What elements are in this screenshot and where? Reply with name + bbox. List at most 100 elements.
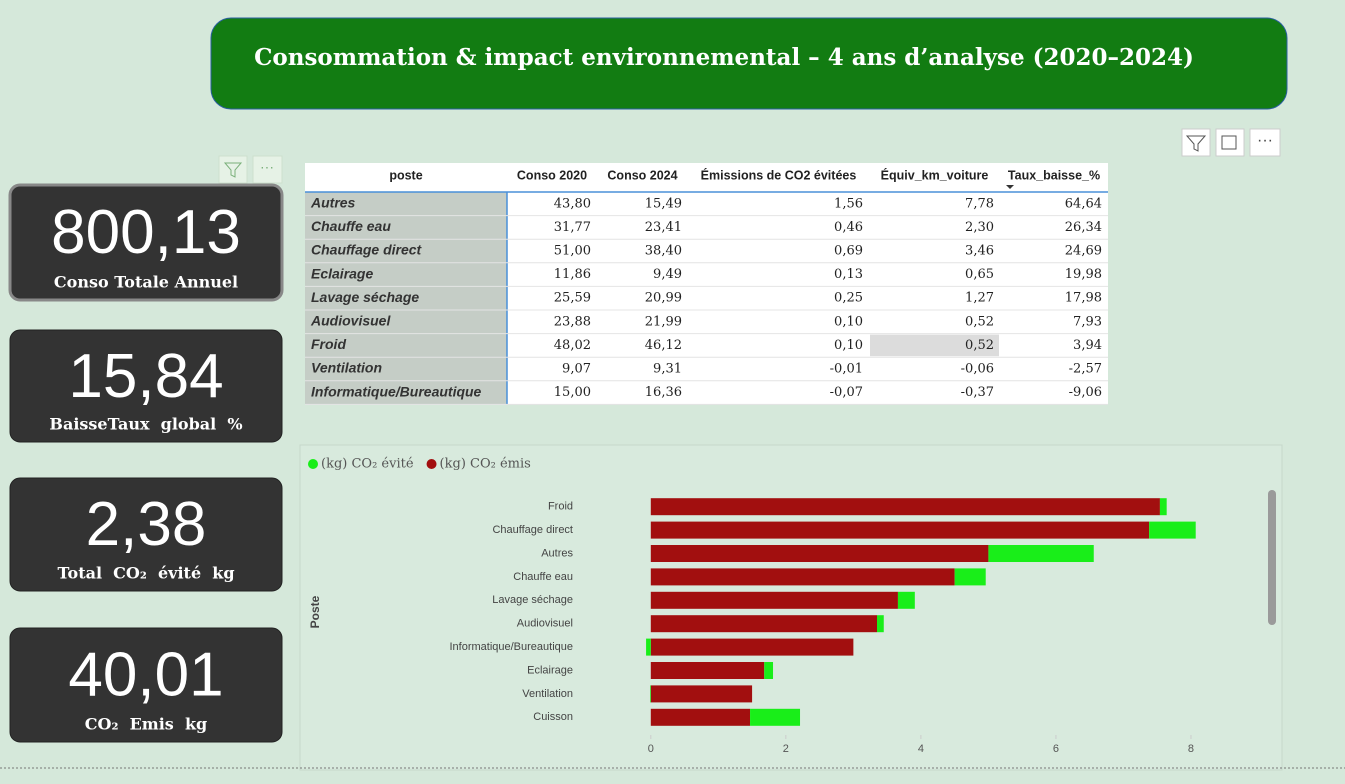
table-cell: 2,30: [965, 220, 994, 235]
header-banner: [210, 17, 1288, 110]
table-cell: 26,34: [1065, 220, 1102, 235]
selected-cell: [870, 334, 999, 357]
table-cell: 0,52: [965, 338, 994, 353]
table-cell: 51,00: [554, 244, 591, 259]
focus-icon: [1221, 135, 1237, 150]
table-cell: 9,07: [562, 362, 591, 377]
kpi-value: 800,13: [51, 198, 241, 267]
y-tick-label: Chauffe eau: [513, 571, 573, 583]
poste-column-bg: [305, 192, 507, 405]
kpi-card: [9, 627, 283, 743]
table-cell: 19,98: [1065, 267, 1102, 282]
kpi-more-icon: ···: [260, 159, 274, 175]
table-cell: 0,13: [834, 267, 863, 282]
y-tick-label: Chauffage direct: [492, 524, 573, 536]
table-cell: 9,31: [653, 362, 682, 377]
table-cell: -9,06: [1069, 385, 1102, 400]
sort-arrow: [1006, 185, 1014, 189]
legend-marker: [308, 459, 318, 469]
table-cell: Chauffe eau: [311, 218, 391, 234]
table-cell: Froid: [311, 336, 346, 352]
table-cell: 20,99: [645, 291, 682, 306]
table-cell: 11,86: [554, 267, 591, 282]
table-cell: 23,41: [645, 220, 682, 235]
x-tick-label: 8: [1188, 743, 1194, 755]
bar: [1149, 521, 1196, 539]
bar: [988, 545, 1094, 562]
bar: [650, 545, 989, 562]
scrollbar[interactable]: [1268, 490, 1276, 625]
table-header: Émissions de CO2 évitées: [701, 167, 857, 182]
table-cell: 3,46: [965, 244, 994, 259]
y-tick-label: Audiovisuel: [517, 618, 573, 630]
table-cell: Informatique/Bureautique: [311, 383, 482, 399]
bar: [650, 568, 955, 586]
table-cell: 24,69: [1065, 244, 1102, 259]
filter-button[interactable]: [1181, 128, 1211, 157]
y-tick-label: Lavage séchage: [492, 594, 573, 606]
table-cell: -0,01: [830, 362, 863, 377]
table-cell: Ventilation: [311, 360, 382, 376]
table-cell: 17,98: [1065, 291, 1102, 306]
kpi-card: [9, 329, 283, 443]
filter-icon: [1185, 135, 1207, 152]
header-title: Consommation & impact environnemental – …: [254, 44, 1194, 71]
table-cell: 7,78: [965, 196, 994, 211]
y-tick-label: Cuisson: [533, 711, 573, 723]
bar: [646, 638, 651, 656]
table-cell: 0,46: [834, 220, 863, 235]
table-cell: -2,57: [1069, 362, 1102, 377]
table-cell: 25,59: [554, 291, 591, 306]
table-header: poste: [389, 168, 422, 182]
y-tick-label: Eclairage: [527, 664, 573, 676]
table-cell: 48,02: [554, 338, 591, 353]
table-cell: -0,06: [961, 362, 994, 377]
table-cell: 0,65: [965, 267, 994, 282]
bar: [650, 685, 753, 703]
y-tick-label: Ventilation: [522, 688, 573, 700]
focus-button[interactable]: [1215, 128, 1245, 157]
table-header: Équiv_km_voiture: [881, 167, 989, 182]
bar: [764, 662, 774, 679]
kpi-filter-button[interactable]: [218, 155, 248, 184]
bar: [650, 662, 765, 679]
bar: [650, 708, 751, 726]
bar: [650, 521, 1150, 539]
table-cell: 7,93: [1073, 314, 1102, 329]
x-tick-label: 2: [783, 743, 789, 755]
kpi-value: 15,84: [68, 342, 223, 411]
table-cell: 46,12: [645, 338, 682, 353]
table-cell: 0,69: [834, 244, 863, 259]
table-cell: 0,25: [834, 291, 863, 306]
x-tick-label: 0: [648, 743, 654, 755]
table-cell: Audiovisuel: [310, 313, 391, 329]
table-cell: 0,10: [834, 314, 863, 329]
kpi-more-button[interactable]: [252, 155, 283, 184]
bar: [650, 498, 1160, 516]
bar: [954, 568, 986, 586]
bar: [650, 615, 878, 633]
kpi-label: Total CO₂ évité kg: [57, 564, 234, 583]
table-cell: 9,49: [653, 267, 682, 282]
kpi-label: CO₂ Emis kg: [85, 714, 207, 733]
bar: [650, 638, 854, 656]
kpi-label: Conso Totale Annuel: [54, 272, 238, 291]
table-cell: Eclairage: [311, 265, 373, 281]
table-cell: 0,52: [965, 314, 994, 329]
table-cell: 64,64: [1065, 196, 1102, 211]
y-axis-label: Poste: [308, 595, 322, 628]
kpi-filter-icon: [223, 162, 243, 178]
legend-label: (kg) CO₂ évité: [321, 457, 414, 472]
table-cell: 16,36: [645, 385, 682, 400]
y-tick-label: Froid: [548, 501, 573, 513]
table-cell: -0,07: [830, 385, 863, 400]
table-cell: 3,94: [1073, 338, 1102, 353]
table-cell: 15,49: [645, 196, 682, 211]
table-cell: 0,10: [834, 338, 863, 353]
more-button[interactable]: [1249, 128, 1281, 157]
table-cell: 15,00: [554, 385, 591, 400]
table-cell: 1,27: [965, 291, 994, 306]
bar: [650, 685, 651, 703]
y-tick-label: Autres: [541, 547, 573, 559]
